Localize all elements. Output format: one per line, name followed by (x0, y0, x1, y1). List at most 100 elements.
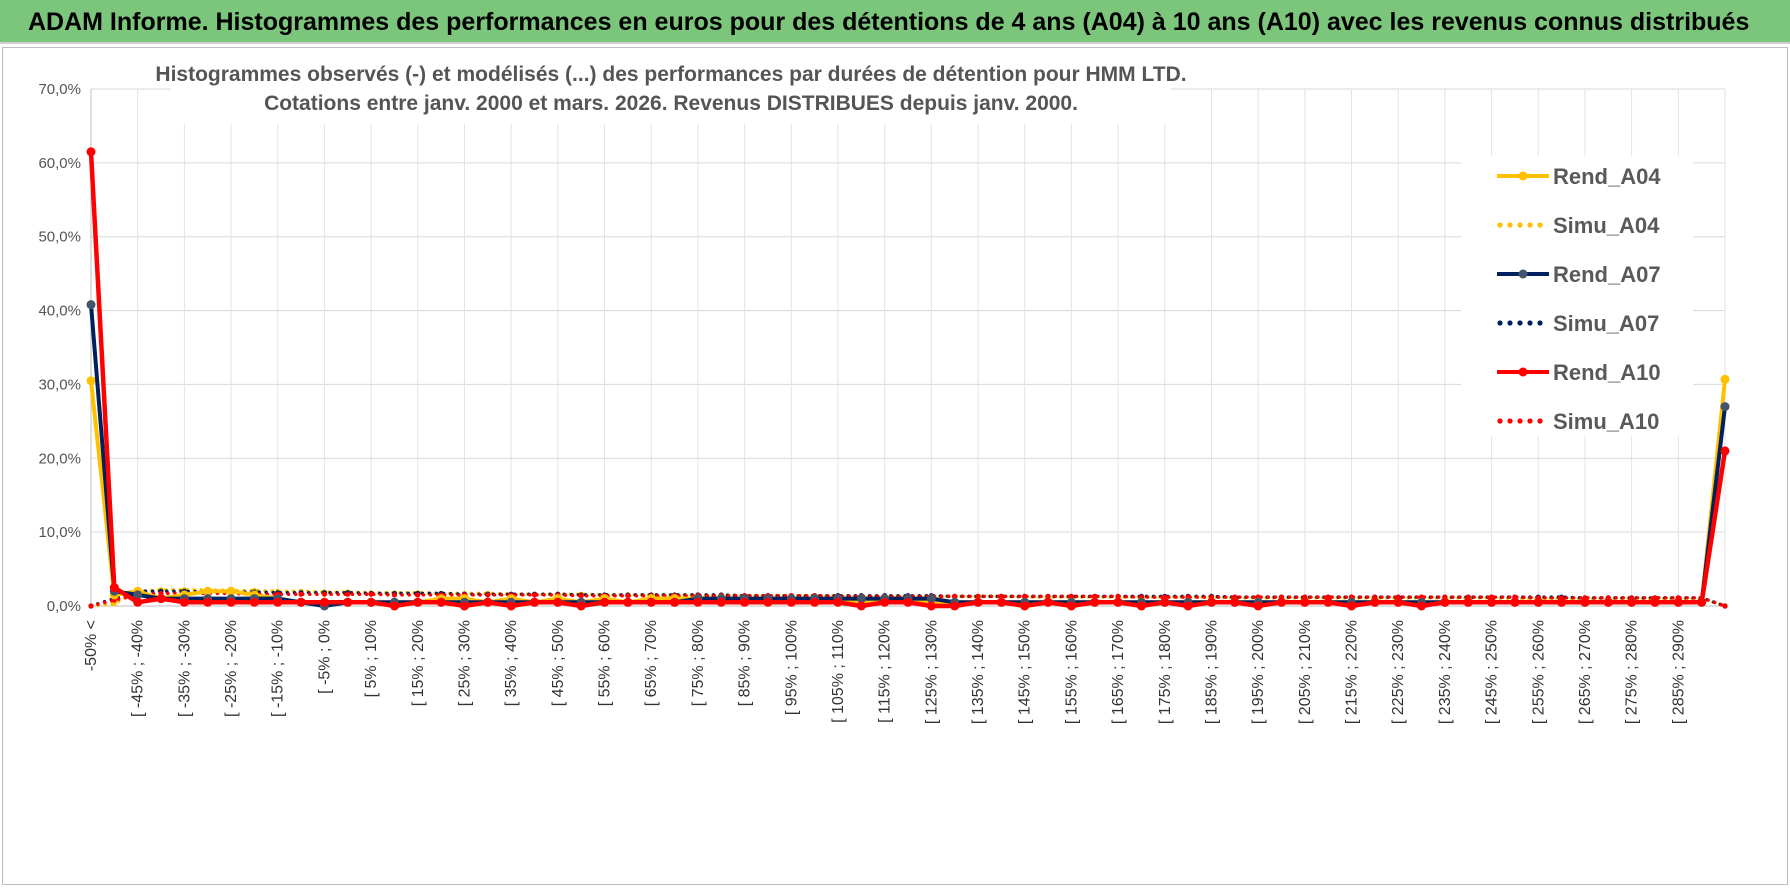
data-point-rend-a10 (506, 601, 516, 611)
x-tick-label: [ 5% ; 10% (363, 620, 380, 697)
data-point-rend-a10 (86, 147, 96, 157)
data-point-rend-a10 (1113, 597, 1123, 607)
legend-swatch (1497, 418, 1503, 424)
data-point-rend-a10 (1206, 597, 1216, 607)
x-tick-label: [ 125% ; 130% (923, 620, 940, 724)
x-tick-label: [ 255% ; 260% (1530, 620, 1547, 724)
data-point-rend-a10 (926, 601, 936, 611)
data-point-rend-a07 (133, 590, 143, 600)
data-point-rend-a10 (483, 597, 493, 607)
y-tick-label: 10,0% (38, 524, 81, 541)
data-point-rend-a10 (786, 597, 796, 607)
x-tick-label: [ 205% ; 210% (1297, 620, 1314, 724)
legend-swatch (1517, 320, 1523, 326)
data-point-rend-a07 (1720, 402, 1730, 412)
data-point-rend-a10 (1510, 597, 1520, 607)
data-point-rend-a10 (903, 597, 913, 607)
legend-item-simu-a10: Simu_A10 (1497, 409, 1659, 434)
x-tick-label: [ 275% ; 280% (1624, 620, 1641, 724)
x-tick-label: [ -5% ; 0% (316, 620, 333, 694)
x-tick-label: [ 215% ; 220% (1344, 620, 1361, 724)
data-point-rend-a10 (156, 594, 166, 604)
legend-swatch (1507, 418, 1513, 424)
x-tick-label: [ 45% ; 50% (550, 620, 567, 706)
legend-swatch (1497, 222, 1503, 228)
data-point-rend-a10 (1253, 601, 1263, 611)
y-tick-label: 20,0% (38, 450, 81, 467)
x-tick-label: [ -45% ; -40% (130, 620, 147, 717)
legend-swatch (1507, 222, 1513, 228)
y-tick-label: 50,0% (38, 229, 81, 246)
data-point-rend-a10 (623, 597, 633, 607)
y-tick-label: 40,0% (38, 303, 81, 320)
legend-item-rend-a10: Rend_A10 (1497, 360, 1661, 385)
x-tick-label: [ -25% ; -20% (223, 620, 240, 717)
data-point-rend-a10 (226, 597, 236, 607)
data-point-rend-a10 (670, 597, 680, 607)
data-point-rend-a10 (1697, 597, 1707, 607)
legend-item-simu-a04: Simu_A04 (1497, 213, 1660, 238)
data-point-rend-a10 (459, 601, 469, 611)
data-point-rend-a10 (1183, 601, 1193, 611)
data-point-rend-a04 (1720, 374, 1730, 384)
chart-title-group: Histogrammes observés (-) et modélisés (… (155, 56, 1187, 124)
x-tick-label: [ -35% ; -30% (176, 620, 193, 717)
legend-background (1461, 156, 1693, 436)
chart-axes: 0,0% 10,0% 20,0% 30,0% 40,0% 50,0% 60,0% 70,0% -… (38, 81, 1725, 724)
data-point-rend-a10 (319, 597, 329, 607)
data-point-rend-a10 (880, 597, 890, 607)
data-point-rend-a10 (413, 597, 423, 607)
legend-swatch (1537, 320, 1543, 326)
x-tick-label: [ 225% ; 230% (1390, 620, 1407, 724)
data-point-rend-a10 (1463, 597, 1473, 607)
chart-title: Histogrammes observés (-) et modélisés (… (155, 63, 1186, 86)
data-point-rend-a10 (179, 597, 189, 607)
data-point-rend-a10 (1276, 597, 1286, 607)
data-point-rend-a10 (1230, 597, 1240, 607)
legend-swatch (1527, 418, 1533, 424)
legend-swatch (1527, 222, 1533, 228)
x-tick-label: [ 285% ; 290% (1670, 620, 1687, 724)
data-point-simu-a10 (998, 593, 1004, 599)
data-point-rend-a10 (810, 597, 820, 607)
chart-legend: Rend_A04 Simu_A04 Rend_A07 Simu_A07 Rend_A10… (1461, 156, 1693, 436)
data-point-rend-a10 (1673, 597, 1683, 607)
data-point-rend-a10 (740, 597, 750, 607)
data-point-rend-a07 (926, 594, 936, 604)
y-tick-label: 70,0% (38, 81, 81, 98)
data-point-rend-a10 (389, 601, 399, 611)
data-point-rend-a10 (1627, 597, 1637, 607)
legend-swatch (1497, 320, 1503, 326)
data-point-rend-a10 (1417, 601, 1427, 611)
legend-label: Simu_A04 (1553, 213, 1660, 238)
data-point-rend-a10 (1370, 597, 1380, 607)
chart-subtitle: Cotations entre janv. 2000 et mars. 2026… (264, 92, 1078, 115)
x-tick-label: [ 145% ; 150% (1017, 620, 1034, 724)
x-tick-label: [ 195% ; 200% (1250, 620, 1267, 724)
data-point-rend-a10 (109, 583, 119, 593)
series-line-simu-a04 (89, 588, 1727, 608)
x-tick-label: [ 175% ; 180% (1157, 620, 1174, 724)
legend-item-rend-a07: Rend_A07 (1497, 262, 1661, 287)
x-tick-label: [ 65% ; 70% (643, 620, 660, 706)
data-point-rend-a10 (1323, 597, 1333, 607)
data-point-rend-a04 (203, 586, 213, 596)
x-tick-label: [ 185% ; 190% (1203, 620, 1220, 724)
data-point-rend-a10 (530, 597, 540, 607)
data-point-rend-a10 (1440, 597, 1450, 607)
data-point-rend-a10 (1020, 601, 1030, 611)
x-tick-label: -50% < (83, 620, 100, 671)
x-tick-label: [ 85% ; 90% (737, 620, 754, 706)
x-tick-label: [ 265% ; 270% (1577, 620, 1594, 724)
chart-grid (90, 88, 1726, 607)
x-tick-label: [ 165% ; 170% (1110, 620, 1127, 724)
legend-swatch (1517, 222, 1523, 228)
x-tick-label: [ 35% ; 40% (503, 620, 520, 706)
data-point-rend-a10 (436, 597, 446, 607)
legend-label: Simu_A07 (1553, 311, 1659, 336)
data-point-rend-a10 (1393, 597, 1403, 607)
data-point-rend-a10 (296, 597, 306, 607)
data-point-rend-a10 (1650, 597, 1660, 607)
data-point-rend-a10 (366, 597, 376, 607)
legend-item-rend-a04: Rend_A04 (1497, 164, 1661, 189)
